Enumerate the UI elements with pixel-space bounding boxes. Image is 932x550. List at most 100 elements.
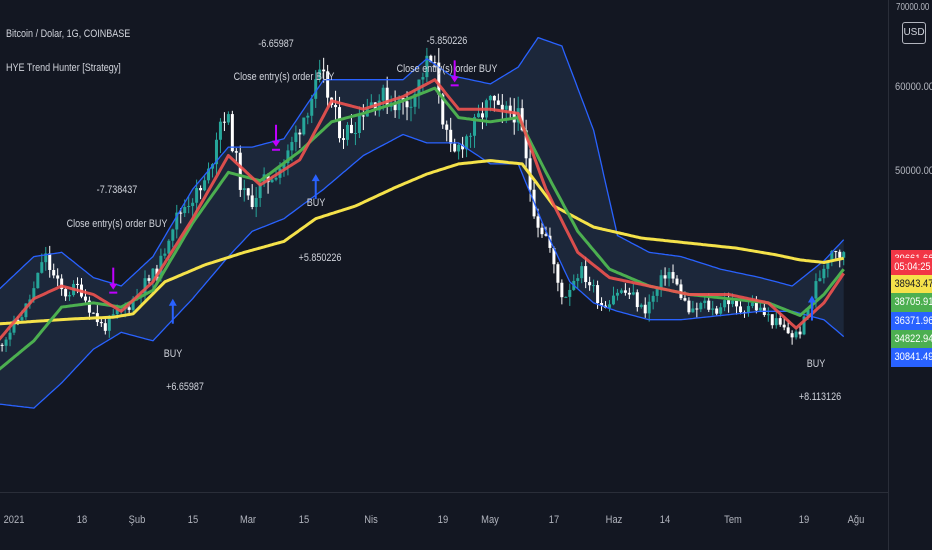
- chart-title[interactable]: Bitcoin / Dolar, 1G, COINBASE: [6, 28, 131, 40]
- candle-body: [381, 87, 385, 101]
- candle-body: [214, 139, 218, 165]
- x-tick-label: Mar: [240, 514, 257, 526]
- y-tick-label: 50000.00: [895, 165, 932, 178]
- candle-body: [580, 266, 584, 279]
- candle-body: [195, 188, 199, 203]
- candle-body: [461, 144, 465, 150]
- trade-annotation: +6.65987: [165, 381, 204, 393]
- candle-body: [286, 150, 290, 164]
- candle-body: [405, 101, 409, 108]
- candle-body: [187, 206, 191, 208]
- candle-body: [731, 300, 735, 305]
- candle-body: [421, 77, 425, 80]
- candle-body: [508, 105, 512, 112]
- x-tick-label: Tem: [723, 514, 742, 526]
- candle-body: [723, 300, 727, 308]
- x-tick-label: 15: [187, 514, 198, 526]
- candle-body: [306, 115, 310, 118]
- candle-body: [647, 301, 651, 314]
- candle-body: [830, 251, 834, 262]
- candle-body: [234, 151, 238, 153]
- candle-body: [433, 62, 437, 64]
- candle-body: [199, 188, 203, 191]
- candle-body: [167, 240, 171, 254]
- currency-unit-button[interactable]: USD: [902, 22, 926, 44]
- candle-body: [548, 235, 552, 248]
- candle-body: [631, 292, 635, 295]
- candle-body: [754, 302, 758, 311]
- candle-body: [191, 202, 195, 207]
- price-scale-tag[interactable]: 30841.49: [891, 348, 932, 368]
- candle-body: [449, 129, 453, 144]
- candle-body: [99, 322, 103, 324]
- candle-body: [615, 292, 619, 296]
- candle-body: [342, 138, 346, 140]
- candle-body: [441, 94, 445, 125]
- candle-body: [453, 143, 457, 152]
- candle-body: [163, 253, 167, 256]
- candle-body: [496, 100, 500, 105]
- candle-body: [318, 69, 322, 80]
- candle-body: [302, 117, 306, 135]
- price-scale-tag[interactable]: 34822.94: [891, 329, 932, 349]
- candle-body: [298, 132, 302, 135]
- candle-body: [87, 300, 91, 313]
- trade-annotation: Close entry(s) order BUY: [233, 71, 335, 83]
- x-tick-label: 19: [437, 514, 449, 526]
- price-scale-tag[interactable]: 36371.96: [891, 311, 932, 331]
- band-upper-line: [0, 36, 845, 290]
- candle-body: [707, 300, 711, 310]
- candle-body: [627, 292, 631, 295]
- candle-body: [282, 163, 286, 169]
- time-axis-border: [0, 492, 888, 493]
- candle-body: [465, 136, 469, 150]
- candle-body: [739, 306, 743, 313]
- candle-body: [727, 300, 731, 305]
- candle-body: [643, 304, 647, 314]
- price-scale-tag[interactable]: 38705.91: [891, 293, 932, 313]
- candle-body: [596, 285, 600, 304]
- price-scale-tag[interactable]: 05:04:25: [891, 258, 932, 277]
- candle-body: [592, 285, 596, 287]
- candle-body: [48, 253, 52, 270]
- candle-body: [818, 278, 822, 282]
- candle-body: [83, 296, 87, 301]
- trade-annotation: -7.738437: [96, 184, 138, 196]
- candle-body: [409, 106, 413, 108]
- candle-body: [32, 288, 36, 300]
- candle-body: [40, 262, 44, 273]
- candle-body: [663, 275, 667, 279]
- trade-annotation: Close entry(s) order BUY: [396, 63, 498, 75]
- candle-body: [222, 121, 226, 123]
- candle-body: [814, 281, 818, 299]
- candle-body: [782, 324, 786, 328]
- candle-body: [258, 183, 262, 198]
- trade-annotation: BUY: [306, 197, 325, 209]
- candle-body: [552, 247, 556, 265]
- candle-body: [203, 180, 207, 191]
- strategy-title[interactable]: HYE Trend Hunter [Strategy]: [6, 62, 121, 74]
- x-tick-label: 14: [659, 514, 671, 526]
- candle-body: [270, 179, 274, 183]
- buy-marker-arrowhead: [168, 298, 177, 306]
- candle-body: [794, 331, 798, 338]
- x-tick-label: 18: [76, 514, 87, 526]
- candle-body: [322, 69, 326, 72]
- candle-body: [226, 114, 230, 123]
- candle-body: [60, 278, 64, 290]
- candle-body: [175, 212, 179, 230]
- price-scale-tag[interactable]: 38943.47: [891, 275, 932, 295]
- candle-body: [564, 296, 568, 298]
- candle-body: [504, 105, 508, 110]
- candle-body: [834, 251, 838, 253]
- candle-body: [786, 327, 790, 334]
- candle-body: [635, 292, 639, 308]
- candle-body: [560, 282, 564, 298]
- candle-body: [238, 152, 242, 190]
- buy-marker-arrowhead: [311, 174, 320, 182]
- trade-annotation: Close entry(s) order BUY: [66, 218, 168, 230]
- candle-body: [242, 188, 246, 190]
- bollinger-band-fill: [0, 37, 844, 409]
- candle-body: [473, 117, 477, 136]
